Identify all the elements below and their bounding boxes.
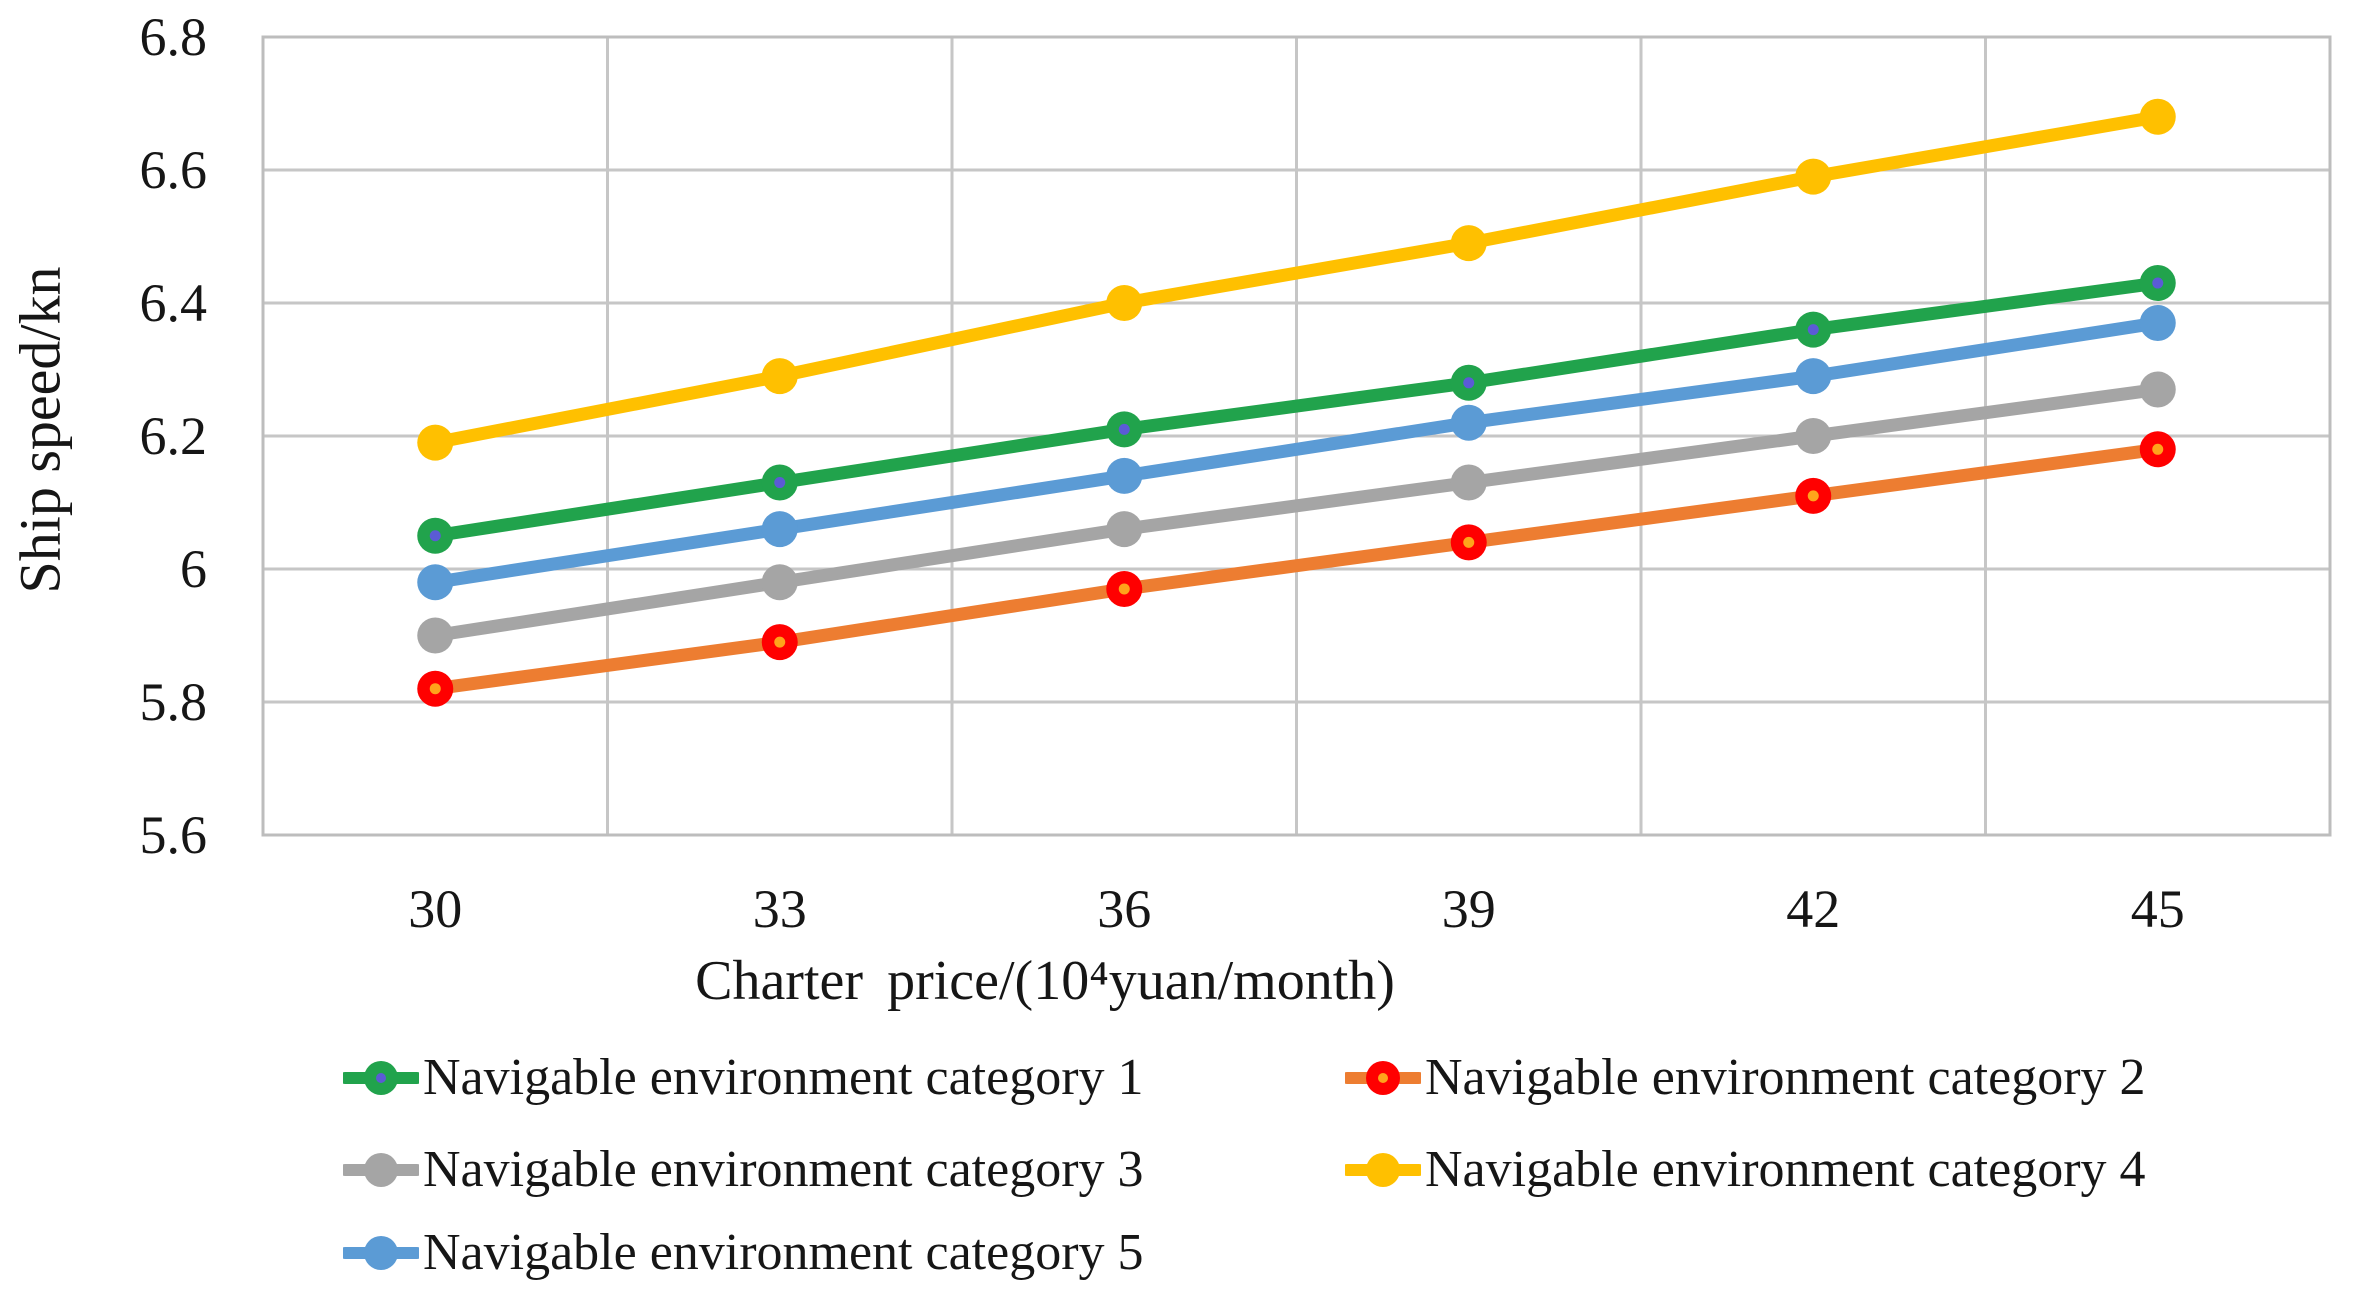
legend-label: Navigable environment category 4 [1425, 1141, 2146, 1198]
x-tick-label: 42 [1786, 879, 1841, 939]
data-point-core [429, 683, 441, 695]
y-tick-label: 6.4 [139, 273, 208, 333]
series-line [428, 276, 2165, 543]
data-point [761, 564, 798, 601]
data-point [1450, 404, 1487, 441]
data-point [417, 564, 454, 601]
data-point-core [1463, 536, 1475, 548]
y-tick-label: 5.8 [139, 672, 208, 732]
x-tick-label: 36 [1097, 879, 1152, 939]
data-point-core [774, 477, 786, 489]
series-5 [417, 304, 2176, 601]
x-tick-label: 39 [1441, 879, 1496, 939]
series-1 [417, 265, 2176, 554]
y-tick-label: 5.6 [139, 805, 208, 865]
data-point-core [2152, 443, 2164, 455]
plot-border [261, 35, 2332, 837]
data-point-core [1807, 490, 1819, 502]
legend-item-category-5: Navigable environment category 5 [343, 1223, 1144, 1283]
x-axis-title: Charter price/(10⁴yuan/month) [695, 950, 1395, 1012]
data-point [1450, 464, 1487, 501]
data-point-core [1463, 377, 1475, 389]
data-point [1106, 511, 1143, 548]
data-point [1795, 358, 1832, 395]
legend-swatch [1345, 1153, 1421, 1187]
series-line [428, 442, 2165, 696]
data-point [761, 358, 798, 395]
data-point [1795, 158, 1832, 195]
y-tick-label: 6.2 [139, 406, 208, 466]
data-point-core [774, 636, 786, 648]
legend-swatch [343, 1236, 419, 1270]
data-point [1106, 285, 1143, 321]
legend-swatch [343, 1153, 419, 1187]
y-tick-label: 6.8 [139, 7, 208, 67]
series-line [428, 316, 2165, 589]
y-tick-label: 6.6 [139, 140, 208, 200]
data-point [1795, 418, 1832, 454]
data-point-core [1118, 583, 1130, 595]
data-point [417, 424, 454, 461]
data-point [2139, 371, 2176, 408]
data-point [761, 511, 798, 548]
legend-label: Navigable environment category 3 [423, 1141, 1144, 1198]
series-2 [417, 431, 2176, 707]
legend-item-category-1: Navigable environment category 1 [343, 1048, 1144, 1108]
data-point [417, 617, 454, 654]
series-line [428, 382, 2165, 642]
legend-swatch [1345, 1061, 1421, 1095]
legend-label: Navigable environment category 1 [423, 1049, 1144, 1106]
legend-item-category-3: Navigable environment category 3 [343, 1140, 1144, 1200]
series-4 [417, 98, 2176, 461]
data-point-core [2152, 277, 2164, 289]
data-point-core [1118, 423, 1130, 435]
series-3 [417, 371, 2176, 654]
legend-item-category-2: Navigable environment category 2 [1345, 1048, 2146, 1108]
y-tick-label: 6 [180, 539, 207, 599]
data-point-core [429, 530, 441, 542]
data-point-core [1807, 324, 1819, 336]
x-tick-label: 30 [408, 879, 463, 939]
data-point [2139, 98, 2176, 135]
x-tick-label: 45 [2130, 879, 2185, 939]
legend-swatch [343, 1061, 419, 1095]
x-tick-label: 33 [752, 879, 807, 939]
legend-label: Navigable environment category 5 [423, 1224, 1144, 1281]
series-line [428, 110, 2165, 450]
data-point [2139, 304, 2176, 341]
data-point [1106, 457, 1143, 494]
gridlines [261, 35, 2332, 837]
data-point [1450, 225, 1487, 262]
legend-label: Navigable environment category 2 [1425, 1049, 2146, 1106]
legend-item-category-4: Navigable environment category 4 [1345, 1140, 2146, 1200]
